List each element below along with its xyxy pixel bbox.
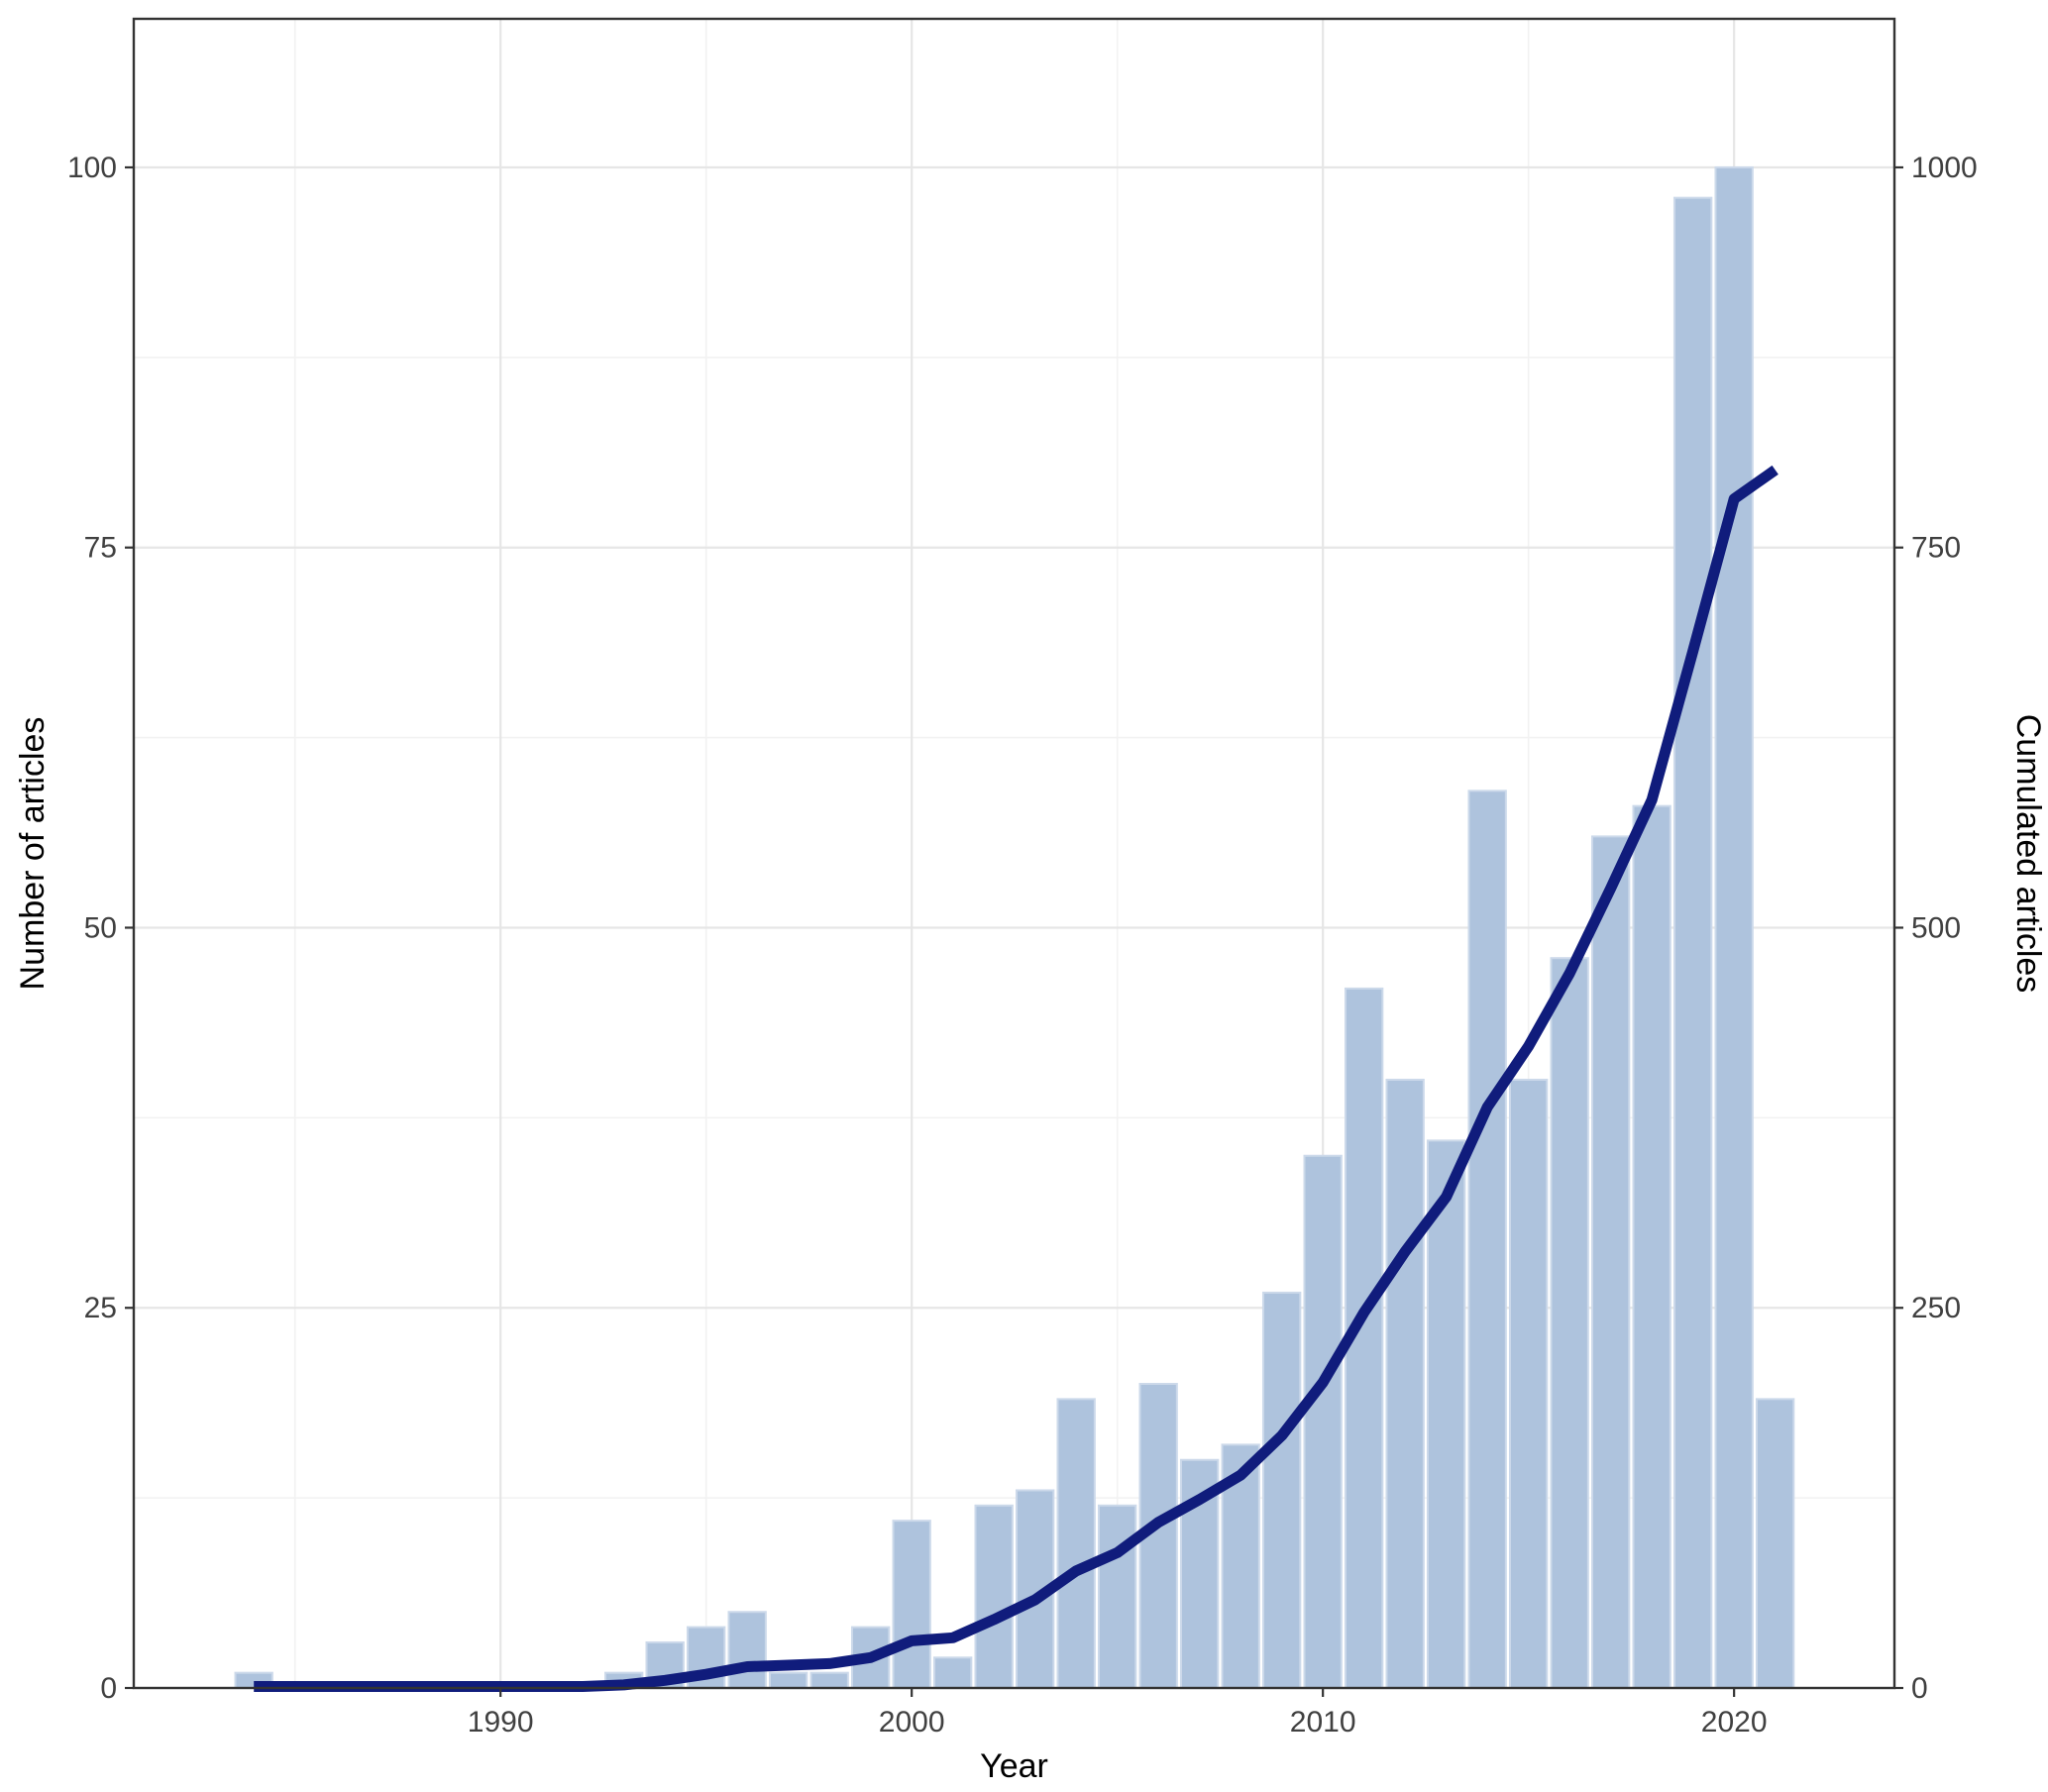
y-left-tick-label: 75 — [84, 532, 117, 565]
bar-2005 — [1097, 1504, 1137, 1689]
panel-border — [132, 17, 1896, 1690]
bar-1997 — [768, 1671, 808, 1690]
x-tick-label: 1990 — [468, 1706, 534, 1739]
bar-2001 — [932, 1656, 973, 1689]
y-right-tick-label: 1000 — [1911, 152, 1978, 184]
bar-2002 — [974, 1504, 1014, 1689]
y-right-tick-label: 0 — [1911, 1672, 1928, 1705]
x-tick-label: 2020 — [1701, 1706, 1768, 1739]
bar-series — [234, 165, 1795, 1690]
cumulative-line-series — [254, 465, 1779, 1692]
bar-2017 — [1590, 835, 1631, 1689]
y-left-tick-label: 0 — [100, 1672, 117, 1705]
bar-2019 — [1672, 196, 1713, 1690]
bar-2010 — [1303, 1154, 1343, 1689]
bar-2009 — [1261, 1291, 1302, 1690]
bar-2014 — [1467, 790, 1507, 1689]
cumulative-line — [254, 465, 1779, 1692]
bar-2021 — [1755, 1398, 1795, 1689]
bar-2018 — [1632, 804, 1671, 1689]
bar-2016 — [1550, 957, 1589, 1689]
bar-1996 — [727, 1611, 767, 1690]
bar-2012 — [1385, 1078, 1425, 1689]
axis-ticks — [125, 165, 1903, 1697]
y-right-tick-label: 750 — [1911, 532, 1961, 565]
y-left-tick-label: 50 — [84, 911, 117, 944]
bar-1998 — [809, 1671, 849, 1690]
x-tick-label: 2010 — [1290, 1706, 1356, 1739]
minor-gridlines — [134, 19, 1894, 1688]
x-axis-title: Year — [980, 1747, 1048, 1785]
y-right-axis-title: Cumulated articles — [2009, 714, 2047, 994]
bar-2000 — [892, 1520, 931, 1690]
y-right-tick-label: 250 — [1911, 1292, 1961, 1324]
y-left-tick-label: 25 — [84, 1292, 117, 1324]
bar-2020 — [1714, 165, 1754, 1690]
y-left-tick-label: 100 — [67, 152, 117, 184]
y-left-axis-title: Number of articles — [14, 717, 52, 991]
x-tick-label: 2000 — [879, 1706, 945, 1739]
y-right-tick-label: 500 — [1911, 911, 1961, 944]
bar-2015 — [1508, 1078, 1549, 1689]
bar-2013 — [1426, 1139, 1466, 1689]
bar-2004 — [1056, 1398, 1096, 1689]
